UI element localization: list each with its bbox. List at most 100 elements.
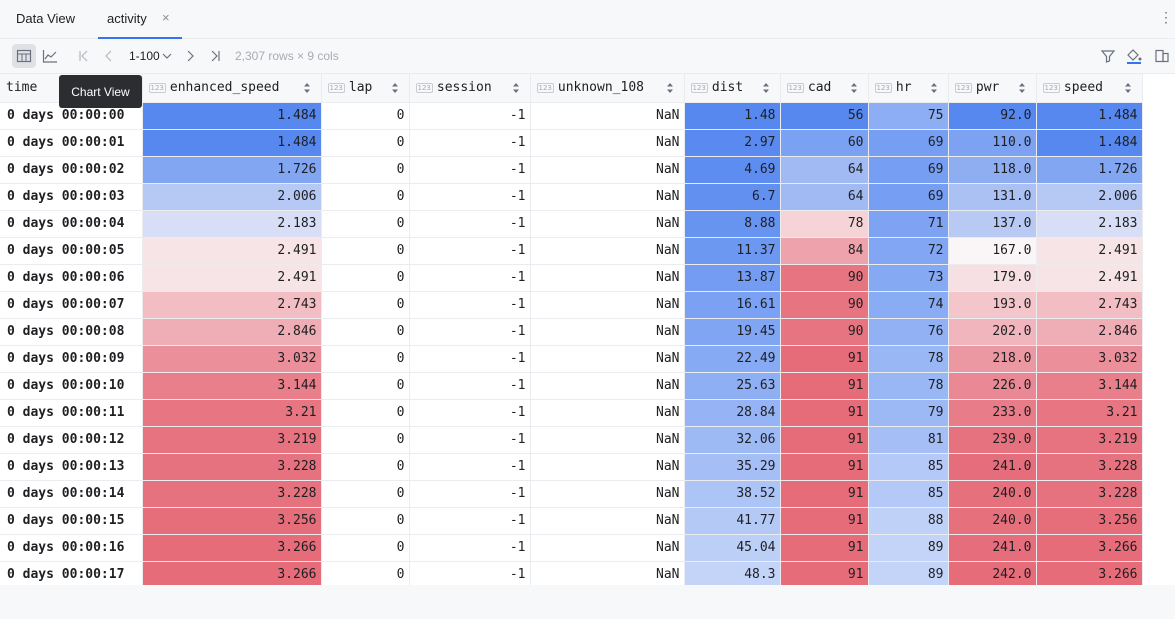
cell-cad[interactable]: 91 [780,426,869,454]
table-view-button[interactable] [12,44,36,68]
table-row[interactable]: 0 days 00:00:03 2.006 0 -1 NaN 6.7 64 69 131.0 2.… [0,183,1143,211]
cell-enhanced-speed[interactable]: 1.726 [142,156,322,184]
table-row[interactable]: 0 days 00:00:14 3.228 0 -1 NaN 38.52 91 85 240.0… [0,480,1143,508]
cell-dist[interactable]: 2.97 [684,129,781,157]
sort-icon[interactable] [850,82,858,96]
column-header-enhanced-speed[interactable]: 123 enhanced_speed [142,74,322,103]
cell-speed[interactable]: 2.846 [1036,318,1143,346]
cell-cad[interactable]: 60 [780,129,869,157]
table-row[interactable]: 0 days 00:00:01 1.484 0 -1 NaN 2.97 60 69 110.0 1… [0,129,1143,157]
table-row[interactable]: 0 days 00:00:04 2.183 0 -1 NaN 8.88 78 71 137.0 2… [0,210,1143,238]
sort-icon[interactable] [666,82,674,96]
cell-hr[interactable]: 78 [868,345,949,373]
cell-lap[interactable]: 0 [321,129,410,157]
cell-time[interactable]: 0 days 00:00:06 [0,264,143,292]
cell-enhanced-speed[interactable]: 3.144 [142,372,322,400]
table-row[interactable]: 0 days 00:00:00 1.484 0 -1 NaN 1.48 56 75 92.0 1.… [0,102,1143,130]
cell-cad[interactable]: 78 [780,210,869,238]
sort-icon[interactable] [762,82,770,96]
cell-unknown-108[interactable]: NaN [530,291,685,319]
sort-icon[interactable] [512,82,520,96]
cell-dist[interactable]: 1.48 [684,102,781,130]
cell-unknown-108[interactable]: NaN [530,210,685,238]
cell-cad[interactable]: 91 [780,399,869,427]
cell-unknown-108[interactable]: NaN [530,561,685,589]
cell-enhanced-speed[interactable]: 2.006 [142,183,322,211]
cell-time[interactable]: 0 days 00:00:08 [0,318,143,346]
cell-cad[interactable]: 56 [780,102,869,130]
cell-lap[interactable]: 0 [321,183,410,211]
cell-session[interactable]: -1 [409,399,531,427]
cell-speed[interactable]: 1.726 [1036,156,1143,184]
table-row[interactable]: 0 days 00:00:08 2.846 0 -1 NaN 19.45 90 76 202.0… [0,318,1143,346]
cell-enhanced-speed[interactable]: 2.183 [142,210,322,238]
column-header-session[interactable]: 123 session [409,74,531,103]
column-header-dist[interactable]: 123 dist [684,74,781,103]
cell-time[interactable]: 0 days 00:00:13 [0,453,143,481]
close-icon[interactable]: × [162,10,170,25]
cell-lap[interactable]: 0 [321,318,410,346]
cell-lap[interactable]: 0 [321,426,410,454]
cell-hr[interactable]: 76 [868,318,949,346]
cell-hr[interactable]: 72 [868,237,949,265]
cell-time[interactable]: 0 days 00:00:14 [0,480,143,508]
more-options-icon[interactable]: ⋮ [1159,9,1173,25]
cell-lap[interactable]: 0 [321,453,410,481]
cell-pwr[interactable]: 240.0 [948,507,1037,535]
cell-speed[interactable]: 3.032 [1036,345,1143,373]
cell-session[interactable]: -1 [409,534,531,562]
cell-unknown-108[interactable]: NaN [530,534,685,562]
cell-unknown-108[interactable]: NaN [530,453,685,481]
columns-button[interactable] [1150,44,1174,68]
cell-lap[interactable]: 0 [321,507,410,535]
cell-session[interactable]: -1 [409,210,531,238]
cell-cad[interactable]: 91 [780,345,869,373]
cell-dist[interactable]: 28.84 [684,399,781,427]
cell-time[interactable]: 0 days 00:00:12 [0,426,143,454]
table-row[interactable]: 0 days 00:00:12 3.219 0 -1 NaN 32.06 91 81 239.0… [0,426,1143,454]
first-page-button[interactable] [72,44,96,68]
cell-hr[interactable]: 78 [868,372,949,400]
cell-lap[interactable]: 0 [321,372,410,400]
cell-cad[interactable]: 91 [780,534,869,562]
cell-unknown-108[interactable]: NaN [530,183,685,211]
cell-pwr[interactable]: 233.0 [948,399,1037,427]
chevron-down-icon[interactable] [162,53,172,61]
table-row[interactable]: 0 days 00:00:07 2.743 0 -1 NaN 16.61 90 74 193.0… [0,291,1143,319]
cell-lap[interactable]: 0 [321,480,410,508]
cell-unknown-108[interactable]: NaN [530,129,685,157]
cell-speed[interactable]: 3.219 [1036,426,1143,454]
cell-cad[interactable]: 91 [780,480,869,508]
cell-unknown-108[interactable]: NaN [530,102,685,130]
cell-speed[interactable]: 3.266 [1036,561,1143,589]
cell-cad[interactable]: 91 [780,561,869,589]
cell-enhanced-speed[interactable]: 2.846 [142,318,322,346]
next-page-button[interactable] [178,44,202,68]
cell-lap[interactable]: 0 [321,264,410,292]
cell-enhanced-speed[interactable]: 2.491 [142,237,322,265]
cell-pwr[interactable]: 110.0 [948,129,1037,157]
cell-hr[interactable]: 69 [868,183,949,211]
cell-session[interactable]: -1 [409,264,531,292]
sort-icon[interactable] [930,82,938,96]
cell-pwr[interactable]: 131.0 [948,183,1037,211]
column-header-unknown-108[interactable]: 123 unknown_108 [530,74,685,103]
cell-speed[interactable]: 1.484 [1036,102,1143,130]
cell-cad[interactable]: 90 [780,264,869,292]
cell-dist[interactable]: 13.87 [684,264,781,292]
cell-cad[interactable]: 91 [780,372,869,400]
cell-speed[interactable]: 3.256 [1036,507,1143,535]
cell-cad[interactable]: 90 [780,318,869,346]
cell-speed[interactable]: 3.266 [1036,534,1143,562]
cell-lap[interactable]: 0 [321,345,410,373]
cell-unknown-108[interactable]: NaN [530,372,685,400]
cell-unknown-108[interactable]: NaN [530,399,685,427]
cell-time[interactable]: 0 days 00:00:16 [0,534,143,562]
cell-lap[interactable]: 0 [321,210,410,238]
sort-icon[interactable] [1124,82,1132,96]
cell-cad[interactable]: 91 [780,507,869,535]
cell-hr[interactable]: 69 [868,129,949,157]
column-header-pwr[interactable]: 123 pwr [948,74,1037,103]
cell-time[interactable]: 0 days 00:00:15 [0,507,143,535]
cell-dist[interactable]: 8.88 [684,210,781,238]
